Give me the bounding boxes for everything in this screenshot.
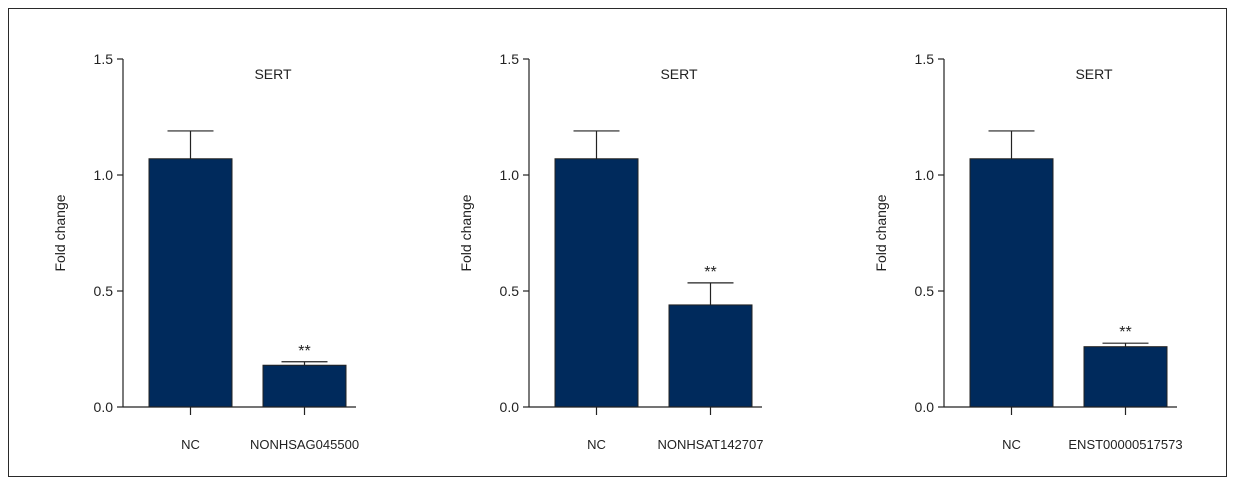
bar-chart-figure: 0.0 0.5 1.0 1.5 Fold change SERT NC NONHSAG0455…	[52, 51, 1183, 452]
bar-nonhsat142707	[668, 304, 753, 408]
x-tick-label: NC	[1002, 437, 1021, 452]
y-tick-label: 0.0	[94, 399, 114, 415]
y-tick-label: 0.5	[500, 283, 520, 299]
x-tick-label: NC	[587, 437, 606, 452]
significance-label: **	[704, 264, 716, 281]
y-tick-label: 1.0	[94, 167, 114, 183]
x-tick-label: ENST00000517573	[1068, 437, 1182, 452]
bar-nc	[148, 158, 233, 408]
bar-nc	[969, 158, 1054, 408]
chart-panel-2: 0.0 0.5 1.0 1.5 Fold change SERT NC NONHSAT1427…	[458, 51, 763, 452]
y-tick-label: 0.5	[94, 283, 114, 299]
bar-nonhsag045500	[262, 364, 347, 408]
y-tick-label: 0.0	[500, 399, 520, 415]
x-tick-label: NC	[181, 437, 200, 452]
significance-label: **	[298, 343, 310, 360]
significance-label: **	[1119, 324, 1131, 341]
chart-title: SERT	[254, 66, 292, 82]
figure-frame: 0.0 0.5 1.0 1.5 Fold change SERT NC NONHSAG0455…	[8, 8, 1227, 477]
y-tick-label: 1.5	[500, 51, 520, 67]
y-axis-title: Fold change	[458, 194, 474, 271]
chart-title: SERT	[660, 66, 698, 82]
chart-panel-3: 0.0 0.5 1.0 1.5 Fold change SERT NC ENST0000051…	[873, 51, 1183, 452]
y-tick-label: 1.5	[94, 51, 114, 67]
x-tick-label: NONHSAG045500	[250, 437, 359, 452]
x-tick-label: NONHSAT142707	[658, 437, 764, 452]
y-tick-label: 0.5	[915, 283, 935, 299]
chart-title: SERT	[1075, 66, 1113, 82]
bar-nc	[554, 158, 639, 408]
y-axis-title: Fold change	[52, 194, 68, 271]
y-axis-title: Fold change	[873, 194, 889, 271]
y-tick-label: 0.0	[915, 399, 935, 415]
chart-panel-1: 0.0 0.5 1.0 1.5 Fold change SERT NC NONHSAG0455…	[52, 51, 359, 452]
y-tick-label: 1.0	[915, 167, 935, 183]
bar-enst00000517573	[1083, 346, 1168, 408]
y-tick-label: 1.0	[500, 167, 520, 183]
y-tick-label: 1.5	[915, 51, 935, 67]
